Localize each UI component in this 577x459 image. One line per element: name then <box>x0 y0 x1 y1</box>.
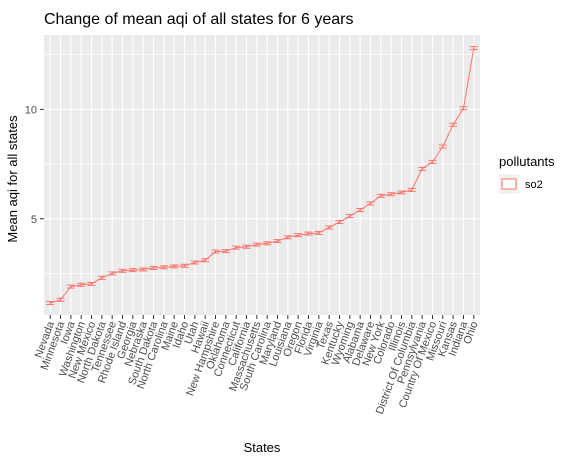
data-point <box>397 190 406 195</box>
data-point <box>314 230 323 235</box>
data-point <box>108 271 117 276</box>
data-point <box>325 225 334 230</box>
data-point <box>294 233 303 238</box>
data-point <box>428 159 437 164</box>
legend: pollutants so2 <box>499 154 555 194</box>
data-point <box>87 281 96 286</box>
data-point <box>77 282 86 287</box>
data-point <box>438 144 447 149</box>
data-point <box>418 166 427 171</box>
data-point <box>66 284 75 289</box>
data-point <box>335 220 344 225</box>
data-point <box>180 263 189 268</box>
y-axis: 5 10 <box>25 104 44 226</box>
data-point <box>118 268 127 273</box>
data-point <box>211 249 220 254</box>
data-point <box>407 187 416 192</box>
x-axis-title: States <box>244 440 281 455</box>
data-point <box>221 249 230 254</box>
data-point <box>128 268 137 273</box>
data-point <box>376 193 385 198</box>
data-point <box>283 235 292 240</box>
series-line <box>50 48 475 304</box>
data-point <box>190 260 199 265</box>
data-point <box>304 231 313 236</box>
series-so2 <box>46 46 478 305</box>
chart-title: Change of mean aqi of all states for 6 y… <box>44 11 354 28</box>
data-point <box>366 201 375 206</box>
data-point <box>345 214 354 219</box>
data-point <box>97 275 106 280</box>
data-point <box>149 265 158 270</box>
y-tick-label: 5 <box>31 214 37 226</box>
y-axis-title: Mean aqi for all states <box>5 115 20 243</box>
data-point <box>232 245 241 250</box>
data-point <box>449 122 458 127</box>
data-point <box>273 239 282 244</box>
data-point <box>356 208 365 212</box>
legend-key-box <box>501 178 517 190</box>
data-point <box>459 106 468 111</box>
legend-label-so2: so2 <box>525 179 543 191</box>
data-point <box>56 297 65 302</box>
data-point <box>387 192 396 197</box>
data-point <box>252 242 261 247</box>
data-point <box>170 264 179 269</box>
data-point <box>201 258 210 263</box>
data-point <box>263 241 272 246</box>
legend-title: pollutants <box>499 154 555 169</box>
data-point <box>46 300 55 305</box>
data-point <box>469 46 478 51</box>
y-tick-label: 10 <box>25 104 37 116</box>
plot-panel <box>44 35 480 315</box>
data-point <box>159 265 168 270</box>
data-point <box>242 244 251 249</box>
data-point <box>139 267 148 272</box>
